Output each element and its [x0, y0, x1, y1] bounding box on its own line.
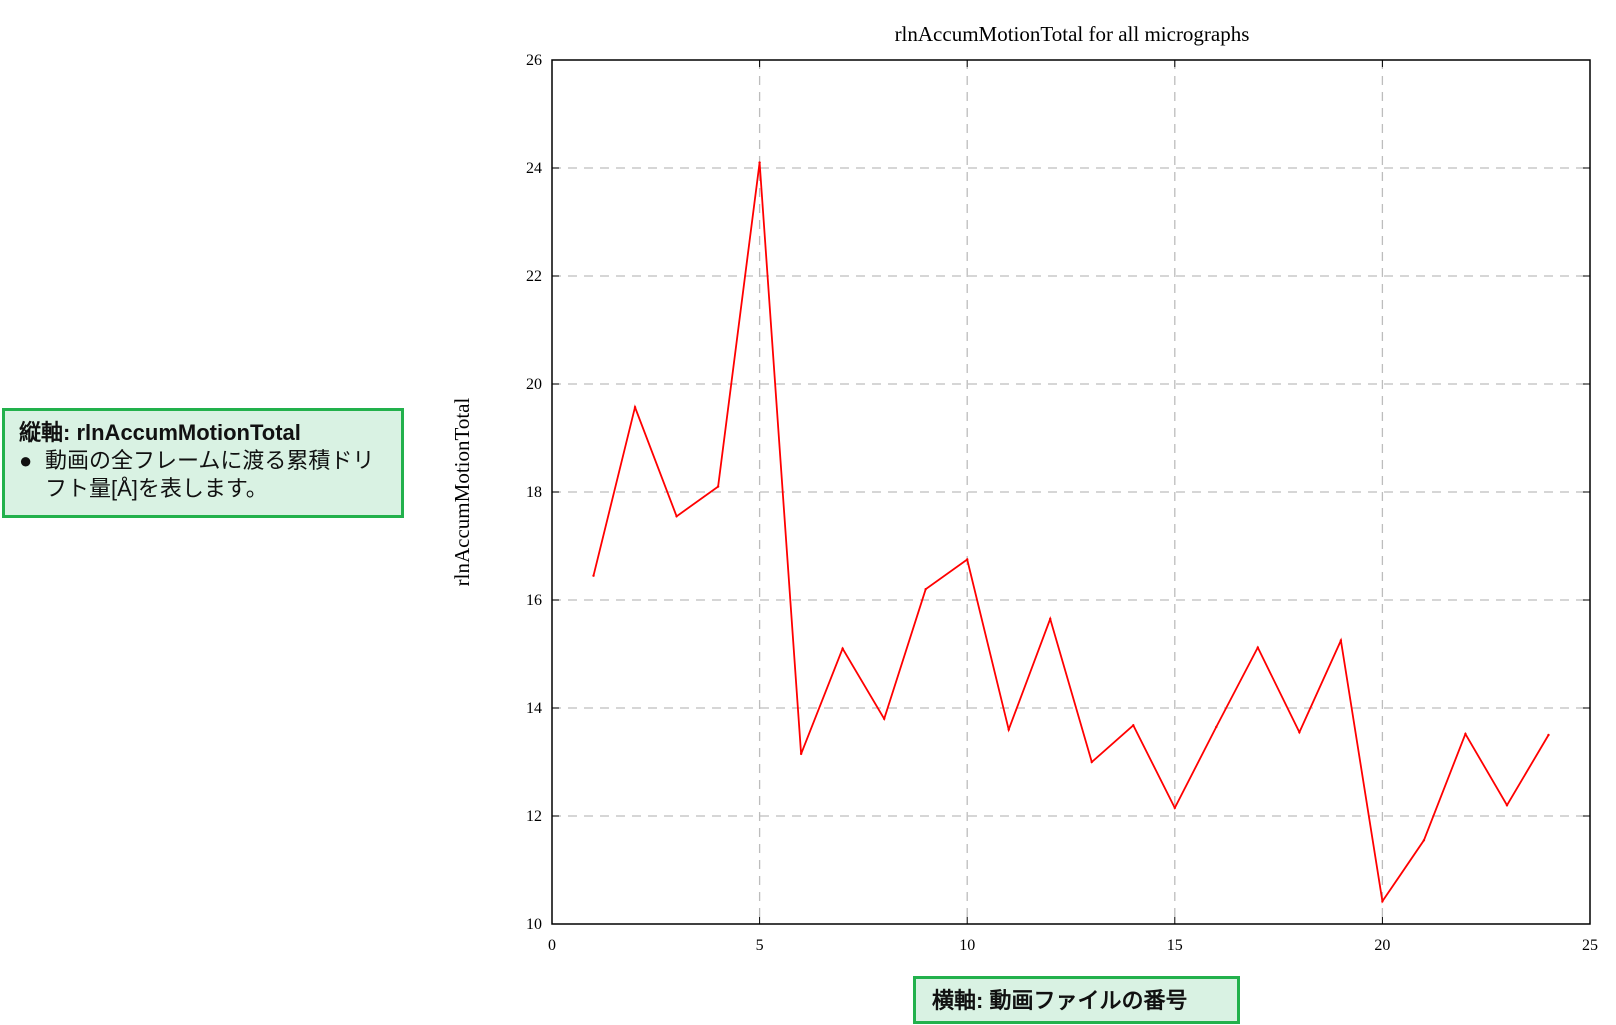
x-tick-label: 15 [1167, 937, 1183, 954]
chart-title: rlnAccumMotionTotal for all micrographs [895, 22, 1250, 46]
y-tick-label: 18 [526, 484, 542, 501]
data-point [675, 515, 678, 518]
data-point [1381, 900, 1384, 903]
data-point [592, 574, 595, 577]
y-tick-label: 16 [526, 592, 542, 609]
data-point [1049, 617, 1052, 621]
y-axis-note-heading: 縦軸: rlnAccumMotionTotal [19, 420, 301, 445]
y-axis-note-item: ● 動画の全フレームに渡る累積ドリフト量[Å]を表します。 [19, 447, 387, 503]
data-point [1298, 731, 1301, 734]
x-tick-label: 10 [959, 937, 975, 954]
x-tick-label: 0 [548, 937, 556, 954]
grid-lines [552, 60, 1590, 924]
x-tick-label: 20 [1374, 937, 1390, 954]
data-point [924, 588, 927, 591]
data-point [1547, 733, 1550, 737]
y-tick-label: 14 [526, 700, 542, 717]
data-point [966, 558, 969, 561]
y-tick-label: 26 [526, 52, 542, 69]
y-tick-label: 22 [526, 268, 542, 285]
x-tick-label: 25 [1582, 937, 1598, 954]
y-tick-label: 10 [526, 916, 542, 933]
data-point [758, 161, 761, 164]
x-axis-note-text: 横軸: 動画ファイルの番号 [932, 988, 1188, 1013]
bullet-icon: ● [19, 448, 33, 473]
data-point [1339, 639, 1343, 642]
data-point [799, 752, 803, 756]
data-point [1132, 724, 1135, 727]
y-axis-label: rlnAccumMotionTotal [450, 398, 474, 587]
data-point [1422, 839, 1426, 842]
data-point [1007, 728, 1010, 731]
x-tick-label: 5 [756, 937, 764, 954]
y-tick-label: 20 [526, 376, 542, 393]
y-axis-note-text: 動画の全フレームに渡る累積ドリフト量[Å]を表します。 [45, 448, 375, 501]
y-tick-label: 24 [526, 160, 542, 177]
data-point [1505, 804, 1509, 807]
data-point [1173, 806, 1177, 810]
series-group [592, 161, 1550, 904]
series-line [592, 162, 1550, 904]
axis-ticks: 0 5 10 15 20 25 10 12 14 16 18 20 22 24 26 [526, 52, 1598, 954]
data-point [1256, 646, 1260, 649]
y-axis-note: 縦軸: rlnAccumMotionTotal ● 動画の全フレームに渡る累積ド… [2, 408, 404, 518]
data-point [1464, 732, 1467, 736]
data-point [841, 647, 844, 650]
data-point [882, 717, 886, 720]
y-tick-label: 12 [526, 808, 542, 825]
data-point [1090, 760, 1093, 764]
data-point [716, 485, 720, 488]
data-point [633, 406, 637, 409]
data-point [1215, 725, 1218, 729]
x-axis-note: 横軸: 動画ファイルの番号 [913, 976, 1240, 1024]
